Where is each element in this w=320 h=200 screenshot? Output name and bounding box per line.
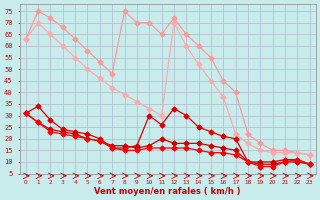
X-axis label: Vent moyen/en rafales ( km/h ): Vent moyen/en rafales ( km/h ) <box>94 187 241 196</box>
